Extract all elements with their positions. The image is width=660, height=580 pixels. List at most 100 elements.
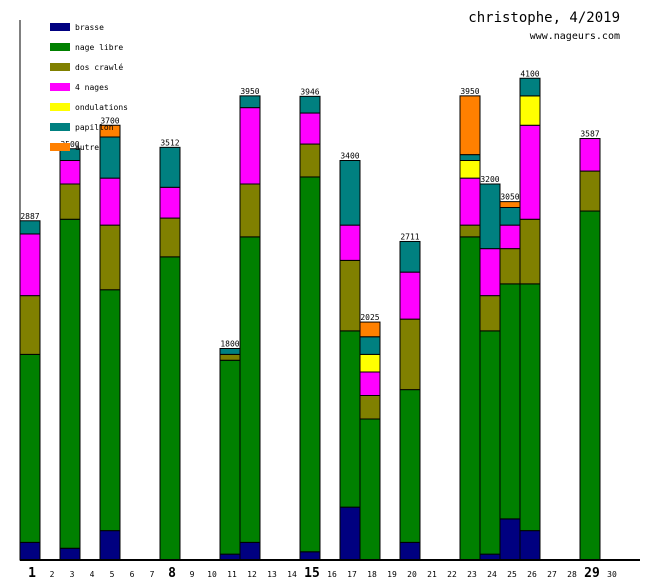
bar-segment-4-nages-day-12: [239, 107, 261, 185]
x-tick-label-26: 26: [527, 570, 537, 579]
legend-item-papillon: papillon: [50, 117, 128, 137]
x-tick-label-13: 13: [267, 570, 277, 579]
legend-label: autre: [75, 142, 100, 152]
bar-segment-papillon-day-15: [299, 95, 321, 114]
x-tick-label-6: 6: [130, 570, 135, 579]
bar-segment-papillon-day-17: [339, 160, 361, 226]
x-tick-label-9: 9: [190, 570, 195, 579]
bar-segment-nage-libre-day-17: [339, 330, 361, 508]
bar-segment-brasse-day-20: [399, 541, 421, 561]
bar-segment-4-nages-day-1: [19, 233, 41, 297]
legend-label: nage libre: [75, 42, 124, 52]
bar-segment-autre-day-23: [459, 95, 481, 156]
total-label-day-17: 3400: [340, 152, 359, 161]
x-tick-label-28: 28: [567, 570, 577, 579]
bar-segment-papillon-day-1: [19, 220, 41, 235]
bar-segment-papillon-day-18: [359, 336, 381, 355]
total-label-day-26: 4100: [520, 69, 539, 78]
bar-segment-papillon-day-12: [239, 95, 261, 109]
total-label-day-18: 2025: [360, 313, 379, 322]
bar-segment-4-nages-day-29: [579, 138, 601, 172]
bar-segment-dos-crawlé-day-8: [159, 217, 181, 258]
x-tick-label-29: 29: [584, 566, 600, 580]
bar-segment-autre-day-5: [99, 124, 121, 138]
x-tick-label-23: 23: [467, 570, 477, 579]
legend-label: ondulations: [75, 102, 128, 112]
bar-segment-nage-libre-day-5: [99, 289, 121, 532]
legend-item-brasse: brasse: [50, 17, 128, 37]
x-tick-label-11: 11: [227, 570, 237, 579]
bar-segment-autre-day-25: [499, 201, 521, 208]
bar-segment-papillon-day-26: [519, 77, 541, 97]
legend-item-nage-libre: nage libre: [50, 37, 128, 57]
x-tick-label-1: 1: [28, 566, 36, 580]
bar-segment-papillon-day-8: [159, 146, 181, 188]
x-tick-label-10: 10: [207, 570, 217, 579]
bar-segment-papillon-day-25: [499, 207, 521, 226]
bar-segment-papillon-day-11: [219, 348, 241, 355]
bar-segment-dos-crawlé-day-15: [299, 143, 321, 178]
bars-group: [19, 77, 601, 561]
x-tick-label-16: 16: [327, 570, 337, 579]
bar-segment-brasse-day-1: [19, 541, 41, 561]
bar-segment-brasse-day-26: [519, 530, 541, 561]
bar-segment-dos-crawlé-day-29: [579, 170, 601, 212]
bar-segment-dos-crawlé-day-18: [359, 395, 381, 420]
x-tick-label-19: 19: [387, 570, 397, 579]
bar-segment-4-nages-day-17: [339, 224, 361, 261]
bar-segment-nage-libre-day-15: [299, 176, 321, 553]
x-tick-label-2: 2: [50, 570, 55, 579]
legend-label: brasse: [75, 22, 104, 32]
total-label-day-12: 3950: [240, 87, 259, 96]
legend-swatch: [50, 143, 70, 151]
total-label-day-25: 3050: [500, 193, 519, 202]
bar-segment-nage-libre-day-11: [219, 359, 241, 555]
bar-segment-dos-crawlé-day-1: [19, 295, 41, 355]
total-labels: 2887 3500 3700 3512 1800 3950 3946 3400 2025 2711…: [20, 69, 599, 348]
legend: brasse nage libre dos crawlé 4 nages ondulat…: [50, 17, 128, 157]
legend-item-dos-crawlé: dos crawlé: [50, 57, 128, 77]
bar-segment-4-nages-day-26: [519, 124, 541, 220]
total-label-day-3: 3500: [60, 140, 79, 149]
bar-segment-4-nages-day-5: [99, 177, 121, 226]
total-label-day-11: 1800: [220, 340, 239, 349]
legend-label: papillon: [75, 122, 114, 132]
bar-segment-dos-crawlé-day-17: [339, 259, 361, 332]
bar-segment-brasse-day-12: [239, 541, 261, 561]
total-label-day-15: 3946: [300, 87, 319, 96]
legend-item-autre: autre: [50, 137, 128, 157]
x-tick-label-15: 15: [304, 566, 320, 580]
bar-segment-4-nages-day-8: [159, 186, 181, 219]
legend-label: dos crawlé: [75, 62, 124, 72]
bar-segment-papillon-day-23: [459, 154, 481, 161]
bar-segment-nage-libre-day-26: [519, 283, 541, 532]
bar-segment-nage-libre-day-23: [459, 236, 481, 561]
bar-segment-dos-crawlé-day-25: [499, 248, 521, 285]
bar-segment-dos-crawlé-day-3: [59, 183, 81, 220]
bar-segment-4-nages-day-24: [479, 248, 501, 297]
total-label-day-5: 3700: [100, 116, 119, 125]
legend-item-4-nages: 4 nages: [50, 77, 128, 97]
bar-segment-4-nages-day-25: [499, 224, 521, 250]
bar-segment-papillon-day-24: [479, 183, 501, 250]
bar-segment-nage-libre-day-12: [239, 236, 261, 543]
x-tick-label-25: 25: [507, 570, 517, 579]
bar-segment-dos-crawlé-day-23: [459, 224, 481, 238]
bar-segment-dos-crawlé-day-5: [99, 224, 121, 291]
x-tick-label-3: 3: [70, 570, 75, 579]
bar-segment-brasse-day-3: [59, 547, 81, 561]
x-tick-label-5: 5: [110, 570, 115, 579]
x-tick-label-17: 17: [347, 570, 357, 579]
legend-swatch: [50, 83, 70, 91]
x-tick-label-21: 21: [427, 570, 437, 579]
bar-segment-autre-day-18: [359, 321, 381, 338]
bar-segment-ondulations-day-26: [519, 95, 541, 126]
total-label-day-24: 3200: [480, 175, 499, 184]
x-tick-label-7: 7: [150, 570, 155, 579]
total-label-day-23: 3950: [460, 87, 479, 96]
total-label-day-29: 3587: [580, 130, 599, 139]
x-tick-label-12: 12: [247, 570, 257, 579]
total-label-day-1: 2887: [20, 212, 39, 221]
bar-segment-dos-crawlé-day-24: [479, 295, 501, 332]
